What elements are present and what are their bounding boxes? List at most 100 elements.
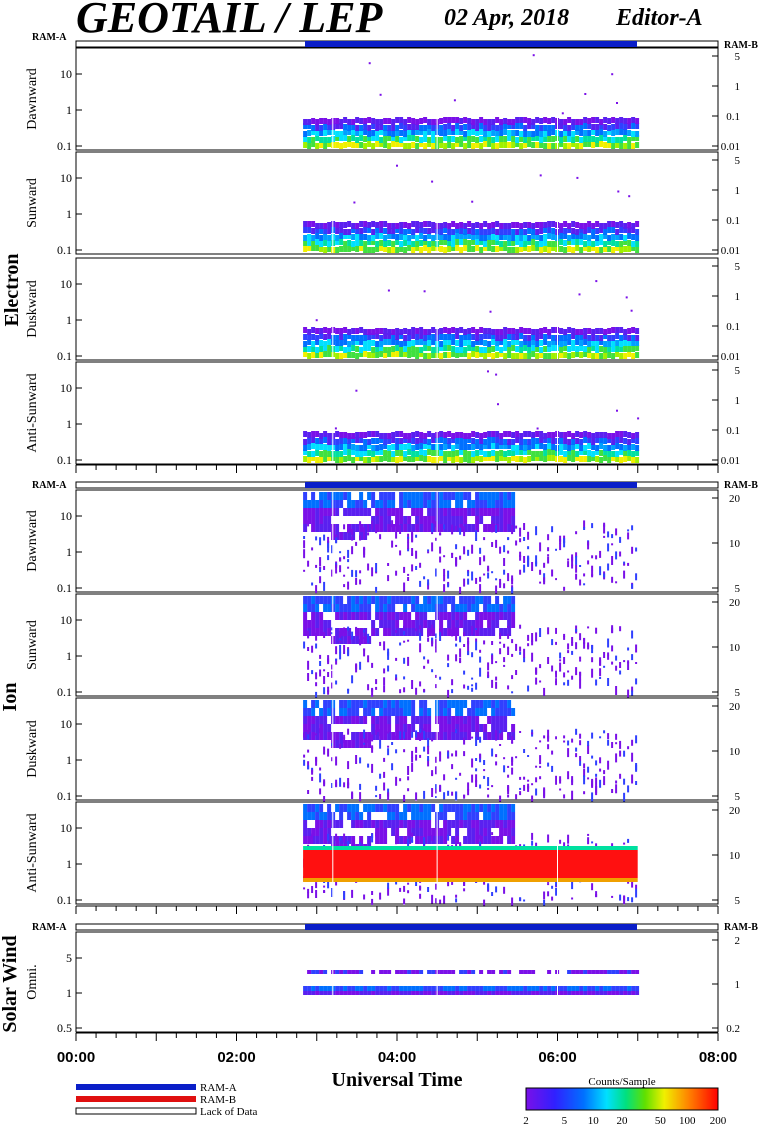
- spectrogram-speck: [595, 760, 598, 766]
- spectrogram-speck: [307, 647, 310, 651]
- spectrogram-cell: [443, 492, 448, 500]
- spectrogram-speck: [495, 681, 498, 689]
- spectrogram-speck: [583, 583, 586, 586]
- spectrogram-cell: [551, 245, 556, 251]
- spectrogram-cell: [363, 716, 368, 724]
- spectrogram-cell: [367, 612, 372, 620]
- spectrogram-cell: [343, 604, 348, 612]
- spectrogram-speck: [535, 632, 538, 642]
- spectrogram-cell: [611, 444, 616, 450]
- spectrogram-speck: [383, 677, 386, 686]
- spectrogram-cell: [431, 828, 436, 836]
- spectrogram-cell: [567, 235, 572, 241]
- spectrogram-speck: [587, 560, 590, 565]
- spectrogram-cell: [383, 142, 388, 148]
- panel-label: Anti-Sunward: [25, 373, 40, 452]
- spectrogram-speck: [459, 527, 462, 535]
- spectrogram-cell: [483, 443, 488, 449]
- spectrogram-cell: [387, 433, 392, 439]
- spectrogram-cell: [599, 123, 604, 129]
- spectrogram-cell: [423, 804, 428, 812]
- spectrogram-cell: [491, 612, 496, 620]
- spectrogram-cell: [507, 508, 512, 516]
- spectrogram-cell: [623, 135, 628, 141]
- spectrogram-cell: [519, 223, 524, 229]
- spectrogram-cell: [483, 141, 488, 147]
- spectrogram-cell: [419, 327, 424, 333]
- spectrogram-cell: [459, 812, 464, 820]
- spectrogram-cell: [511, 492, 516, 500]
- spectrogram-speck: [351, 536, 354, 541]
- spectrogram-cell: [387, 492, 392, 500]
- spectrogram-cell: [631, 234, 636, 240]
- spectrogram-speck: [547, 744, 550, 750]
- spectrogram-cell: [491, 724, 496, 732]
- spectrogram-cell: [475, 233, 480, 239]
- spectrogram-cell: [303, 700, 308, 708]
- spectrogram-cell: [335, 118, 340, 124]
- spectrogram-cell: [443, 143, 448, 149]
- panel-label: Dawnward: [25, 68, 40, 129]
- spectrogram-cell: [439, 328, 444, 334]
- spectrogram-speck: [547, 554, 550, 557]
- spectrogram-cell: [339, 804, 344, 812]
- spectrogram-speck: [335, 756, 338, 766]
- spectrogram-cell: [315, 500, 320, 508]
- spectrogram-cell: [535, 991, 540, 995]
- spectrogram-cell: [479, 117, 484, 123]
- spectrogram-speck: [451, 764, 454, 770]
- left-tick-label: 10: [60, 381, 72, 395]
- spectrogram-cell: [503, 604, 508, 612]
- spectrogram-cell: [403, 991, 408, 995]
- spectrogram-speck: [547, 735, 550, 742]
- spectrogram-cell: [599, 335, 604, 341]
- spectrogram-cell: [491, 246, 496, 252]
- spectrogram-cell: [375, 431, 380, 437]
- spectrogram-cell: [355, 335, 360, 341]
- spectrogram-cell: [583, 437, 588, 443]
- spectrogram-speck: [615, 655, 618, 661]
- spectrogram-speck: [407, 577, 410, 581]
- spectrogram-cell: [455, 492, 460, 500]
- spectrogram-cell: [491, 339, 496, 345]
- spectrogram-cell: [311, 492, 316, 500]
- spectrogram-cell: [579, 345, 584, 351]
- spectrogram-speck: [435, 796, 438, 798]
- spectrogram-cell: [415, 431, 420, 437]
- spectrogram-speck: [359, 757, 362, 764]
- spectrogram-cell: [439, 142, 444, 148]
- spectrogram-speck: [399, 642, 402, 646]
- spectrogram-cell: [591, 340, 596, 346]
- spectrogram-cell: [415, 129, 420, 135]
- spectrogram-cell: [403, 804, 408, 812]
- spectrogram-speck: [459, 648, 462, 658]
- spectrogram-cell: [563, 345, 568, 351]
- spectrogram-cell: [407, 986, 412, 991]
- spectrogram-cell: [367, 596, 372, 604]
- spectrogram-cell: [463, 229, 468, 235]
- spectrogram-cell: [519, 143, 524, 149]
- spectrogram-speck: [591, 668, 594, 678]
- spectrogram-cell: [379, 449, 384, 455]
- spectrogram-cell: [335, 636, 340, 644]
- spectrogram-cell: [383, 450, 388, 456]
- spectrogram-cell: [355, 970, 360, 974]
- spectrogram-cell: [419, 333, 424, 339]
- spectrogram-cell: [351, 804, 356, 812]
- spectrogram-cell: [363, 820, 368, 828]
- spectrogram-speck: [611, 534, 614, 539]
- spectrogram-cell: [379, 444, 384, 450]
- spectrogram-cell: [591, 228, 596, 234]
- spectrogram-speck: [479, 557, 482, 566]
- spectrogram-cell: [503, 612, 508, 620]
- spectrogram-cell: [439, 353, 444, 359]
- spectrogram-cell: [419, 455, 424, 461]
- spectrogram-cell: [471, 136, 476, 142]
- spectrogram-cell: [395, 524, 400, 532]
- spectrogram-cell: [391, 119, 396, 125]
- spectrogram-speck: [355, 541, 358, 546]
- spectrogram-speck: [307, 660, 310, 670]
- spectrogram-cell: [487, 347, 492, 353]
- spectrogram-speck: [423, 790, 426, 799]
- spectrogram-cell: [359, 508, 364, 516]
